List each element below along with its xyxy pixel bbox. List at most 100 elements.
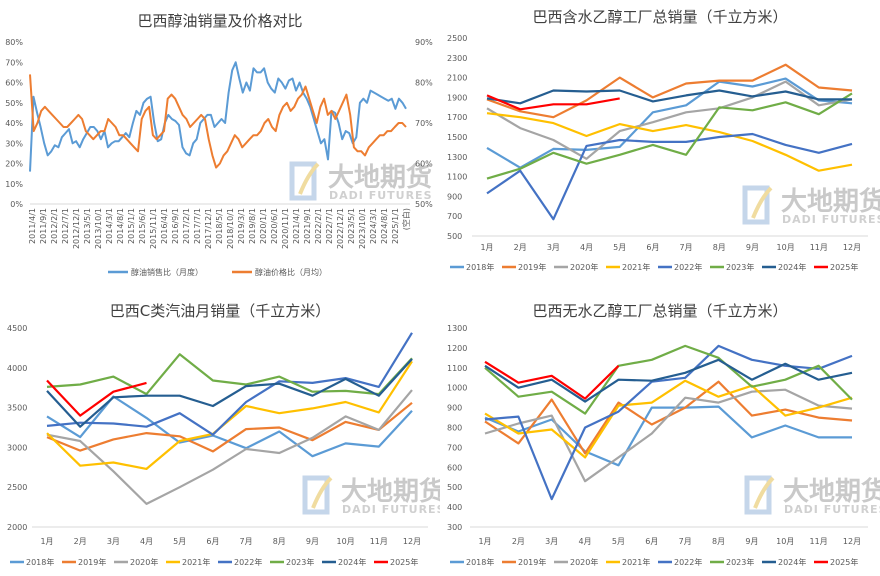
x-tick-label: 4月 <box>580 243 593 252</box>
series-line-2021 <box>46 360 413 470</box>
x-tick-label: 11月 <box>370 537 388 546</box>
y2-tick-label: 90% <box>415 38 433 47</box>
x-tick-label: 1月 <box>480 243 493 252</box>
legend-label: 2022年 <box>234 557 262 567</box>
x-tick-label: 1月 <box>478 537 491 546</box>
x-tick-label: 5月 <box>173 537 186 546</box>
y-tick-label: 10% <box>5 180 23 189</box>
chart-title: 巴西含水乙醇工厂总销量（千立方米） <box>532 8 787 26</box>
x-tick-label: 2012/12/1 <box>72 208 81 249</box>
x-tick-label: 9月 <box>306 537 319 546</box>
x-tick-label: 2013/10/1 <box>94 208 103 249</box>
x-tick-label: 2017/7/1 <box>193 208 202 244</box>
x-tick-label: 8月 <box>712 537 725 546</box>
x-tick-label: 2011/9/1 <box>39 208 48 244</box>
x-tick-label: 9月 <box>746 243 759 252</box>
x-tick-label: 2022/12/1 <box>336 208 345 249</box>
watermark-logo-swoosh <box>751 186 773 219</box>
legend-label: 2023年 <box>726 262 754 272</box>
legend-label: 2025年 <box>830 557 858 567</box>
watermark-text-cn: 大地期货 <box>341 476 440 507</box>
x-tick-label: 7月 <box>240 537 253 546</box>
series-line-2025 <box>484 360 620 400</box>
x-tick-label: 2015/1/1 <box>127 208 136 244</box>
y-tick-label: 4500 <box>7 324 27 333</box>
y2-tick-label: 70% <box>415 119 433 128</box>
x-tick-label: 2015/11/1 <box>149 208 158 249</box>
y-tick-label: 2500 <box>447 34 467 43</box>
x-tick-label: 2015/6/1 <box>138 208 147 244</box>
series-line-2025 <box>46 379 147 417</box>
x-tick-label: 2012/7/1 <box>61 208 70 244</box>
y-tick-label: 300 <box>447 523 462 532</box>
series-line-2025 <box>486 94 620 111</box>
y-tick-label: 2100 <box>447 74 467 83</box>
y-tick-label: 1300 <box>447 324 467 333</box>
y-tick-label: 50% <box>5 99 23 108</box>
y-tick-label: 1500 <box>447 133 467 142</box>
y-tick-label: 600 <box>447 463 462 472</box>
x-tick-label: 5月 <box>613 243 626 252</box>
y-tick-label: 3500 <box>7 404 27 413</box>
watermark-text-cn: 大地期货 <box>783 476 880 507</box>
x-tick-label: 2月 <box>514 243 527 252</box>
chart-title: 巴西C类汽油月销量（千立方米） <box>110 302 330 320</box>
panel-hydrous-chart: 巴西含水乙醇工厂总销量（千立方米） 大地期货 DADI FUTURES 500 70… <box>440 0 880 286</box>
x-tick-label: 2022/7/1 <box>325 208 334 244</box>
x-tick-label: 7月 <box>680 243 693 252</box>
chart-title: 巴西无水乙醇工厂总销量（千立方米） <box>532 302 787 320</box>
x-tick-label: 2021/4/1 <box>292 208 301 244</box>
legend-label: 2020年 <box>570 262 598 272</box>
y-tick-label: 20% <box>5 160 23 169</box>
x-tick-label: 2024/3/1 <box>369 208 378 244</box>
y-tick-label: 80% <box>5 38 23 47</box>
y2-tick-label: 50% <box>415 200 433 209</box>
series-line-2022 <box>46 332 413 436</box>
y-tick-label: 0% <box>10 200 23 209</box>
x-tick-label: 2016/9/1 <box>171 208 180 244</box>
watermark-logo-swoosh <box>753 476 775 509</box>
x-tick-label: 3月 <box>107 537 120 546</box>
x-tick-label: 11月 <box>810 537 828 546</box>
y-tick-label: 4000 <box>7 364 27 373</box>
y-tick-label: 700 <box>447 443 462 452</box>
x-tick-label: 2025/1/1 <box>391 208 400 244</box>
y-tick-label: 1100 <box>447 364 467 373</box>
panel-anhydrous-chart: 巴西无水乙醇工厂总销量（千立方米） 大地期货 DADI FUTURES 300 40… <box>440 286 880 572</box>
x-tick-label: 2016/4/1 <box>160 208 169 244</box>
series-line-sales-ratio <box>29 61 407 172</box>
y-tick-label: 700 <box>447 212 462 221</box>
x-tick-label: 3月 <box>547 243 560 252</box>
y-tick-label: 500 <box>447 232 462 241</box>
x-tick-label: 7月 <box>679 537 692 546</box>
watermark-text-en: DADI FUTURES <box>782 213 880 226</box>
legend-label: 2019年 <box>518 262 546 272</box>
x-tick-label: 2019/8/1 <box>248 208 257 244</box>
legend-label: 2019年 <box>518 557 546 567</box>
y2-tick-label: 60% <box>415 160 433 169</box>
panel-ratio-chart: 巴西醇油销量及价格对比 大地期货 DADI FUTURES 0% 10% 20% 30%… <box>0 0 440 286</box>
x-tick-label: 6月 <box>206 537 219 546</box>
x-tick-label: 2011/4/1 <box>28 208 37 244</box>
x-tick-label: 9月 <box>745 537 758 546</box>
x-tick-label: 2月 <box>512 537 525 546</box>
x-tick-label: 12月 <box>843 243 861 252</box>
series-line-2022 <box>486 132 853 221</box>
x-tick-label: 2017/12/1 <box>204 208 213 249</box>
y-tick-label: 400 <box>447 503 462 512</box>
x-tick-label: 2021/9/1 <box>303 208 312 244</box>
legend-label: 2022年 <box>674 262 702 272</box>
x-tick-label: 2020/6/1 <box>270 208 279 244</box>
legend-label: 2018年 <box>466 557 494 567</box>
x-tick-label: 10月 <box>776 537 794 546</box>
y-tick-label: 2500 <box>7 483 27 492</box>
x-tick-label: 12月 <box>843 537 861 546</box>
y-tick-label: 1300 <box>447 153 467 162</box>
legend-label: 2024年 <box>338 557 366 567</box>
legend-label: 2018年 <box>466 262 494 272</box>
legend-label: 2021年 <box>182 557 210 567</box>
